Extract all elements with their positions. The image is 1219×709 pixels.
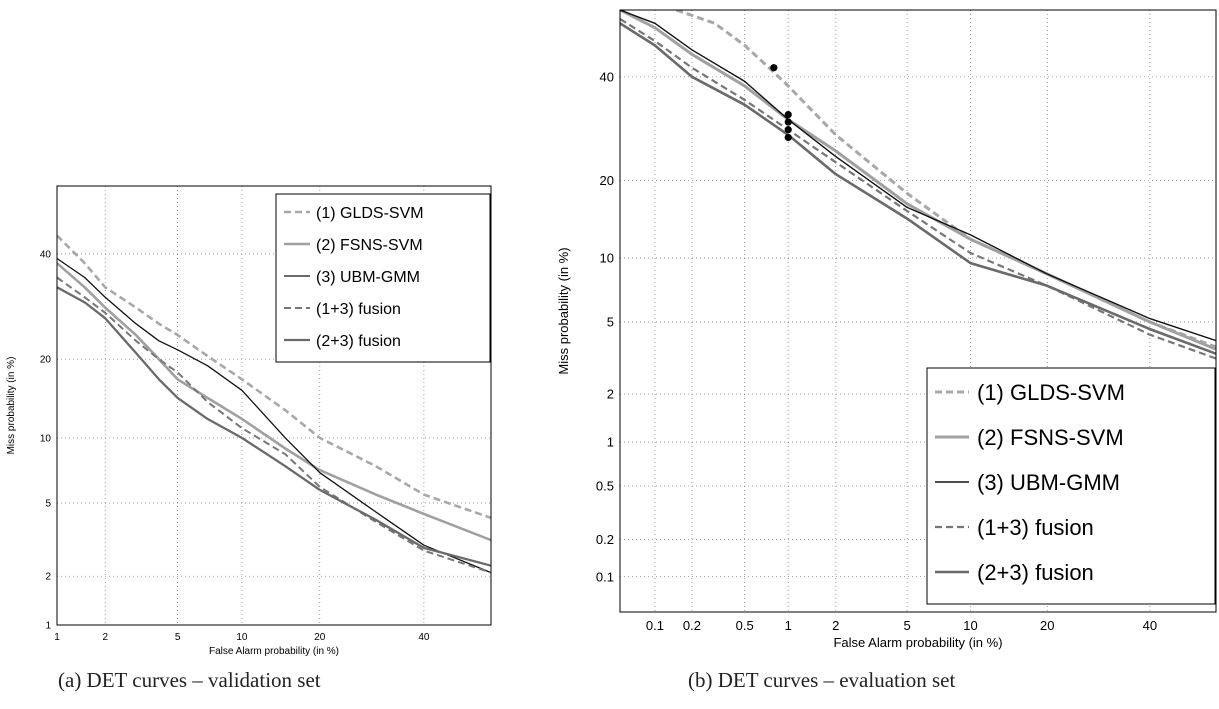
- x-tick-label: 40: [1143, 618, 1157, 633]
- y-tick-label: 5: [45, 498, 51, 509]
- x-axis-label: False Alarm probability (in %): [833, 635, 1002, 650]
- x-tick-label: 5: [175, 632, 181, 643]
- y-tick-label: 0.2: [596, 532, 614, 547]
- y-tick-label: 10: [40, 433, 52, 444]
- legend-label-3: (3) UBM-GMM: [977, 470, 1120, 495]
- chart-panel-validation: 1 2 5 10 20 40 1 2 5 10 20 40 False Alarm probabilit…: [0, 0, 520, 709]
- series-line-5: [620, 22, 1216, 355]
- legend-label-5: (2+3) fusion: [316, 333, 401, 350]
- y-tick-label: 2: [607, 387, 614, 402]
- series-group: [57, 234, 491, 574]
- legend-label-5: (2+3) fusion: [977, 560, 1094, 585]
- x-tick-label: 20: [314, 632, 326, 643]
- plot-frame: [619, 9, 1217, 613]
- legend-label-3: (3) UBM-GMM: [316, 269, 420, 286]
- x-tick-label: 2: [102, 632, 108, 643]
- x-tick-label: 2: [832, 618, 839, 633]
- legend-label-2: (2) FSNS-SVM: [316, 237, 423, 254]
- y-tick-label: 2: [45, 572, 51, 583]
- operating-point-marker: [784, 110, 792, 119]
- series-line-5: [57, 286, 491, 567]
- x-tick-label: 0.5: [736, 618, 754, 633]
- series-line-2: [57, 262, 491, 542]
- x-tick-label: 5: [903, 618, 910, 633]
- x-tick-label: 10: [963, 618, 977, 633]
- series-group: [620, 10, 1216, 360]
- series-line-4: [620, 17, 1216, 360]
- y-tick-label: 1: [607, 435, 614, 450]
- operating-point-marker: [784, 126, 792, 134]
- y-tick-label: 1: [45, 621, 51, 632]
- y-tick-label: 40: [600, 69, 614, 84]
- operating-point-marker: [784, 133, 792, 142]
- y-tick-label: 20: [40, 355, 52, 366]
- x-tick-label: 1: [54, 632, 60, 643]
- series-line-1: [57, 234, 491, 520]
- operating-point-marker: [784, 118, 792, 126]
- legend-label-1: (1) GLDS-SVM: [977, 380, 1125, 405]
- y-axis-label: Miss probability (in %): [6, 357, 17, 455]
- y-tick-label: 0.1: [596, 569, 614, 584]
- y-axis-label: Miss probability (in %): [556, 247, 571, 374]
- chart-panel-evaluation: 0.1 0.2 0.5 1 2 5 10 20 40 0.1 0.2 0.5 1 2 5 10 20 40 Fals…: [520, 0, 1219, 709]
- series-line-3: [620, 10, 1216, 342]
- plot-frame: [56, 185, 492, 626]
- series-line-3: [57, 257, 491, 574]
- legend-label-1: (1) GLDS-SVM: [316, 205, 424, 222]
- x-axis-label: False Alarm probability (in %): [209, 646, 339, 657]
- x-tick-label: 40: [418, 632, 430, 643]
- legend: (1) GLDS-SVM (2) FSNS-SVM (3) UBM-GMM (1+3)…: [275, 193, 491, 363]
- legend: (1) GLDS-SVM (2) FSNS-SVM (3) UBM-GMM (1+3)…: [926, 367, 1216, 605]
- x-tick-label: 1: [785, 618, 792, 633]
- legend-label-2: (2) FSNS-SVM: [977, 425, 1124, 450]
- caption-validation: (a) DET curves – validation set: [58, 668, 321, 692]
- legend-label-4: (1+3) fusion: [316, 301, 401, 318]
- det-chart-validation: 1 2 5 10 20 40 1 2 5 10 20 40 False Alarm probabilit…: [6, 185, 492, 657]
- x-tick-label: 10: [236, 632, 248, 643]
- y-tick-label: 5: [607, 315, 614, 330]
- x-tick-label: 20: [1040, 618, 1054, 633]
- x-tick-label: 0.1: [646, 618, 664, 633]
- series-line-4: [57, 276, 491, 574]
- legend-box: [926, 367, 1216, 605]
- legend-box: [275, 193, 491, 363]
- series-line-2: [620, 10, 1216, 351]
- operating-point-marker: [770, 64, 778, 72]
- det-chart-evaluation: 0.1 0.2 0.5 1 2 5 10 20 40 0.1 0.2 0.5 1 2 5 10 20 40 Fals…: [556, 9, 1217, 650]
- y-tick-label: 20: [600, 173, 614, 188]
- y-tick-label: 40: [40, 249, 52, 260]
- y-tick-label: 0.5: [596, 479, 614, 494]
- x-tick-label: 0.2: [683, 618, 701, 633]
- y-tick-label: 10: [600, 251, 614, 266]
- caption-evaluation: (b) DET curves – evaluation set: [688, 668, 956, 692]
- legend-label-4: (1+3) fusion: [977, 515, 1094, 540]
